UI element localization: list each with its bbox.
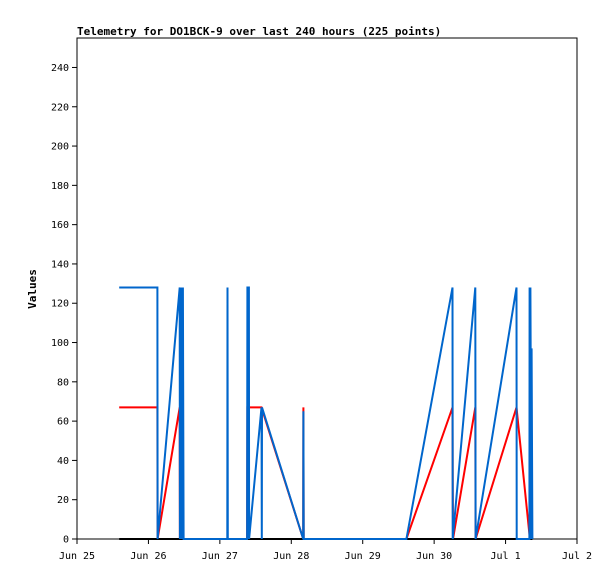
x-tick-label: Jun 25 (59, 551, 95, 562)
x-tick-label: Jun 26 (130, 551, 166, 562)
y-tick-label: 220 (51, 102, 69, 113)
x-tick-label: Jun 28 (273, 551, 309, 562)
y-tick-label: 180 (51, 181, 69, 192)
y-tick-label: 240 (51, 63, 69, 74)
y-tick-label: 40 (57, 456, 69, 467)
x-tick-label: Jul 1 (491, 551, 521, 562)
x-tick-label: Jul 2 (562, 551, 592, 562)
x-axis: Jun 25 Jun 26 Jun 27 Jun 28 Jun 29 Jun 30 Jul … (59, 539, 592, 562)
y-axis: 0 20 40 60 80 100 120 140 160 180 200 220 240 (51, 63, 77, 546)
plot-area (76, 37, 578, 540)
y-tick-label: 200 (51, 142, 69, 153)
y-tick-label: 20 (57, 495, 69, 506)
y-tick-label: 60 (57, 417, 69, 428)
y-tick-label: 140 (51, 259, 69, 270)
y-tick-label: 160 (51, 220, 69, 231)
y-tick-label: 120 (51, 299, 69, 310)
y-tick-label: 100 (51, 338, 69, 349)
chart-title: Telemetry for DO1BCK-9 over last 240 hou… (77, 25, 441, 38)
x-tick-label: Jun 30 (416, 551, 452, 562)
series-line-3 (119, 286, 534, 540)
x-tick-label: Jun 27 (202, 551, 238, 562)
y-tick-label: 80 (57, 377, 69, 388)
series-layer (119, 286, 534, 540)
x-tick-label: Jun 29 (345, 551, 381, 562)
y-tick-label: 0 (63, 535, 69, 546)
y-axis-label: Values (26, 269, 39, 309)
